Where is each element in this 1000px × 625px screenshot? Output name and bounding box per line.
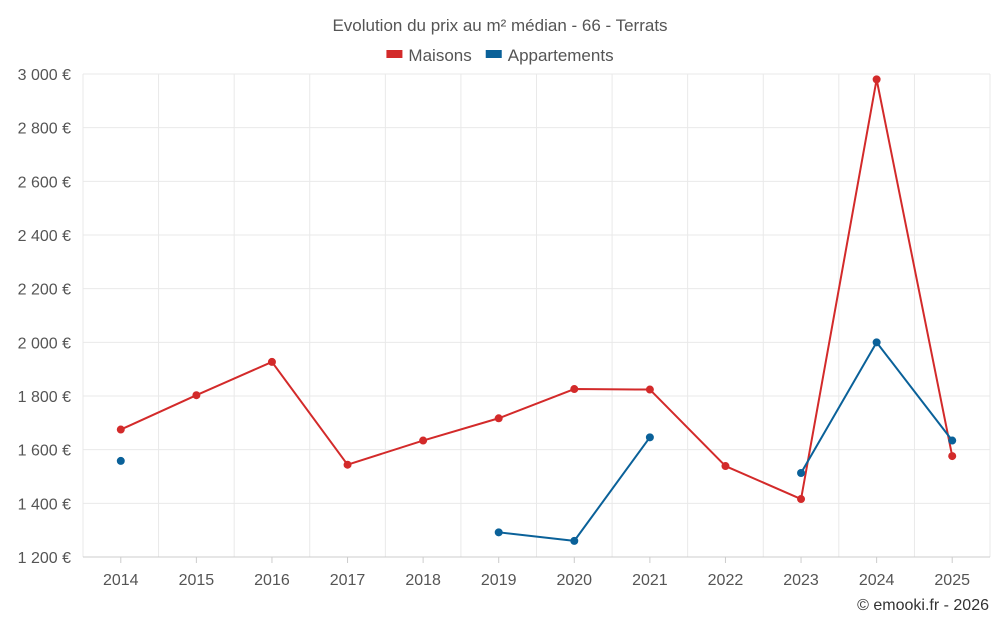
y-tick-label: 2 600 €: [18, 174, 71, 191]
x-tick-label: 2015: [179, 572, 215, 589]
x-tick-label: 2016: [254, 572, 290, 589]
series-line-appartements: [498, 436, 651, 542]
chart-title: Evolution du prix au m² médian - 66 - Te…: [332, 16, 667, 35]
x-tick-label: 2019: [481, 572, 517, 589]
y-tick-label: 1 200 €: [18, 550, 71, 567]
data-point-appartements-2014[interactable]: Appartements 2014: 1558: [116, 456, 125, 465]
data-point-maisons-2019[interactable]: Maisons 2019: 1717: [494, 414, 503, 423]
data-point-maisons-2021[interactable]: Maisons 2021: 1824: [645, 385, 654, 394]
data-point-maisons-2017[interactable]: Maisons 2017: 1544: [343, 460, 352, 469]
data-point-maisons-2014[interactable]: Maisons 2014: 1675: [116, 425, 125, 434]
legend-swatch-maisons: [386, 50, 403, 58]
series-line-appartements: [800, 341, 954, 474]
data-point-maisons-2020[interactable]: Maisons 2020: 1826: [570, 385, 579, 394]
x-tick-label: 2024: [859, 572, 895, 589]
series-appartements: Appartements 2014: 1558 Appartements 2019…: [116, 338, 957, 545]
x-tick-label: 2014: [103, 572, 139, 589]
data-point-maisons-2024[interactable]: Maisons 2024: 2980: [872, 75, 881, 84]
data-point-maisons-2025[interactable]: Maisons 2025: 1576: [948, 452, 957, 461]
data-point-maisons-2016[interactable]: Maisons 2016: 1927: [267, 357, 276, 366]
y-tick-label: 1 400 €: [18, 496, 71, 513]
legend[interactable]: Maisons Appartements: [386, 46, 614, 65]
data-point-maisons-2022[interactable]: Maisons 2022: 1539: [721, 462, 730, 471]
data-point-maisons-2023[interactable]: Maisons 2023: 1416: [797, 495, 806, 504]
series-layer: Maisons 2014: 1675 Maisons 2015: 1803 Mais…: [116, 75, 957, 545]
legend-label-maisons: Maisons: [408, 46, 471, 65]
x-tick-label: 2025: [934, 572, 970, 589]
x-tick-label: 2022: [708, 572, 744, 589]
series-line-maisons: [120, 78, 954, 501]
data-point-appartements-2021[interactable]: Appartements 2021: 1646: [645, 433, 654, 442]
legend-item-appartements[interactable]: Appartements: [485, 46, 614, 65]
data-point-maisons-2015[interactable]: Maisons 2015: 1803: [192, 391, 201, 400]
y-tick-label: 2 400 €: [18, 228, 71, 245]
series-maisons: Maisons 2014: 1675 Maisons 2015: 1803 Mais…: [116, 75, 957, 504]
axes: 1 200 € 1 400 € 1 600 € 1 800 € 2 000 € 2 200…: [18, 67, 990, 589]
y-tick-label: 3 000 €: [18, 67, 71, 84]
legend-swatch-appartements: [485, 50, 502, 58]
y-tick-label: 2 000 €: [18, 335, 71, 352]
y-tick-label: 1 800 €: [18, 389, 71, 406]
y-tick-label: 1 600 €: [18, 443, 71, 460]
grid: [82, 73, 991, 557]
x-tick-label: 2020: [556, 572, 592, 589]
credit-text: © emooki.fr - 2026: [857, 597, 989, 614]
data-point-appartements-2019[interactable]: Appartements 2019: 1292: [494, 528, 503, 537]
data-point-maisons-2018[interactable]: Maisons 2018: 1634: [419, 436, 428, 445]
y-tick-label: 2 800 €: [18, 121, 71, 138]
x-tick-label: 2017: [330, 572, 366, 589]
x-tick-label: 2021: [632, 572, 668, 589]
data-point-appartements-2023[interactable]: Appartements 2023: 1513: [797, 469, 806, 478]
data-point-appartements-2020[interactable]: Appartements 2020: 1260: [570, 536, 579, 545]
x-tick-label: 2023: [783, 572, 819, 589]
x-tick-label: 2018: [405, 572, 441, 589]
y-tick-label: 2 200 €: [18, 282, 71, 299]
legend-label-appartements: Appartements: [508, 46, 614, 65]
legend-item-maisons[interactable]: Maisons: [386, 46, 472, 65]
data-point-appartements-2025[interactable]: Appartements 2025: 1634: [948, 436, 957, 445]
